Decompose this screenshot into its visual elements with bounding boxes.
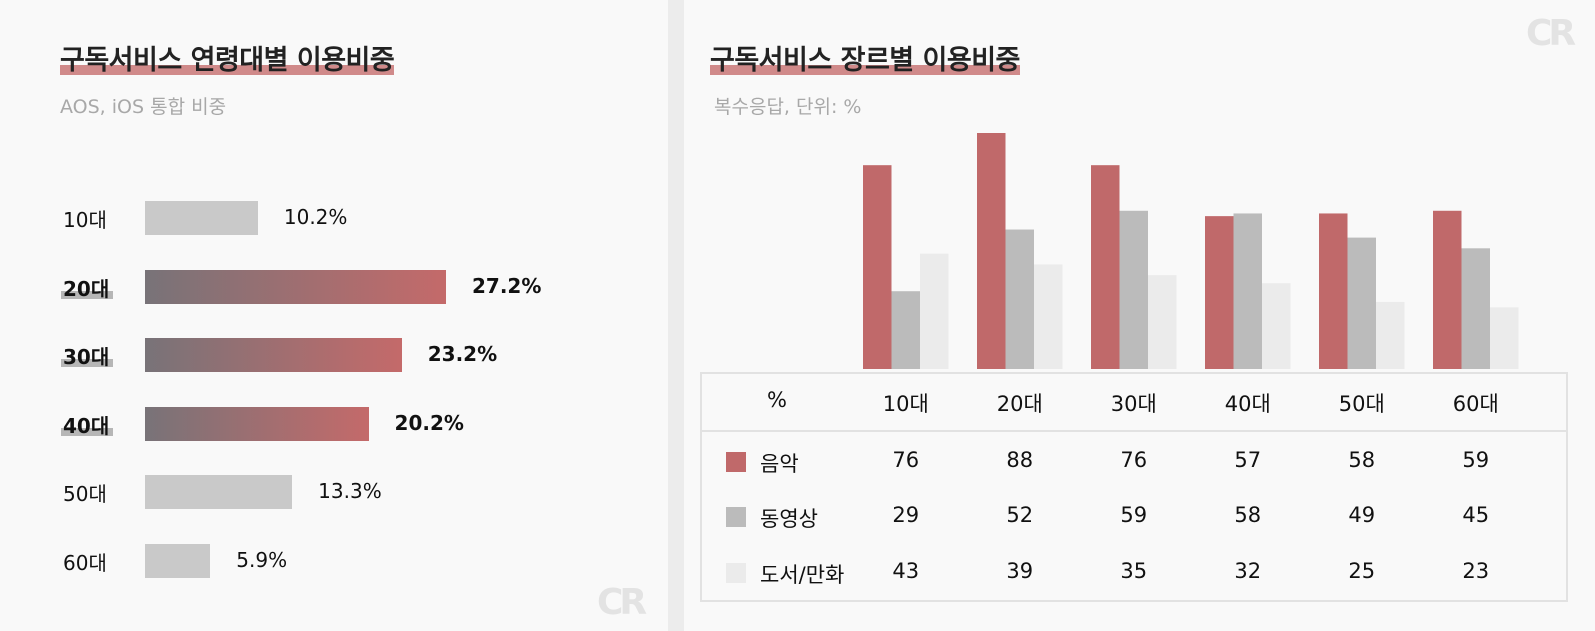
table-cell: 39 xyxy=(1006,559,1034,583)
left-chart-subtitle: AOS, iOS 통합 비중 xyxy=(60,96,227,118)
value-label: 5.9% xyxy=(236,547,288,572)
series-name: 도서/만화 xyxy=(760,563,845,587)
category-label: 30대 xyxy=(63,345,110,369)
bar-books xyxy=(1376,301,1405,369)
bar-books xyxy=(1148,275,1177,369)
table-cell: 35 xyxy=(1120,559,1148,583)
hbar xyxy=(145,475,293,509)
bar-books xyxy=(1490,307,1519,369)
table-header-row: % 10대 20대 30대 40대 50대 60대 xyxy=(702,374,1566,432)
table-column-header: 40대 xyxy=(1224,392,1271,416)
bar-music xyxy=(1433,210,1462,369)
left-chart-panel: 구독서비스 연령대별 이용비중 AOS, iOS 통합 비중 10대 10.2% 2… xyxy=(0,0,668,631)
table-column-header: 20대 xyxy=(996,392,1043,416)
hbar xyxy=(145,338,402,372)
series-name: 동영상 xyxy=(760,507,818,531)
hbar xyxy=(145,269,446,304)
category-label-underline xyxy=(61,427,113,436)
table-column-header: 60대 xyxy=(1452,392,1499,416)
table-cell: 43 xyxy=(892,559,920,583)
bar-books xyxy=(920,253,949,369)
left-chart-title: 구독서비스 연령대별 이용비중 xyxy=(60,45,395,76)
table-header-unit: % xyxy=(767,388,787,412)
bar-video xyxy=(891,291,920,369)
table-cell: 49 xyxy=(1348,503,1376,527)
value-label: 20.2% xyxy=(394,410,464,435)
hbar-row: 40대 20.2% xyxy=(0,406,668,441)
bar-music xyxy=(1205,216,1234,369)
right-chart-subtitle: 복수응답, 단위: % xyxy=(714,96,862,118)
bar-video xyxy=(1461,248,1490,369)
legend-swatch xyxy=(726,507,746,527)
category-label-underline xyxy=(61,359,113,367)
legend-swatch xyxy=(726,452,746,472)
right-chart-title: 구독서비스 장르별 이용비중 xyxy=(710,45,1020,76)
bar-music xyxy=(977,133,1006,369)
grouped-bar-chart xyxy=(863,133,1519,369)
table-cell: 59 xyxy=(1120,503,1148,527)
table-cell: 29 xyxy=(892,503,920,527)
table-cell: 52 xyxy=(1006,503,1034,527)
cr-logo-icon: CR xyxy=(597,582,647,623)
hbar-row: 30대 23.2% xyxy=(0,338,668,372)
table-row: 도서/만화 43 39 35 32 25 23 xyxy=(702,553,1566,593)
bar-music xyxy=(1091,165,1120,369)
category-label: 40대 xyxy=(63,413,110,438)
right-chart-panel: 구독서비스 장르별 이용비중 복수응답, 단위: % CR % 10대 20대 30… xyxy=(684,0,1595,631)
table-row: 동영상 29 52 59 58 49 45 xyxy=(702,497,1566,537)
title-underline xyxy=(710,65,1020,75)
table-column-header: 10대 xyxy=(882,392,929,416)
hbar xyxy=(145,543,211,578)
bar-music xyxy=(863,165,892,369)
bar-video xyxy=(1347,237,1376,369)
table-cell: 59 xyxy=(1462,448,1490,472)
hbar xyxy=(145,201,258,235)
right-title-wrap: 구독서비스 장르별 이용비중 xyxy=(710,38,1020,77)
bar-video xyxy=(1119,210,1148,369)
left-title-wrap: 구독서비스 연령대별 이용비중 xyxy=(60,38,395,77)
value-label: 10.2% xyxy=(283,205,348,229)
bar-music xyxy=(1319,213,1348,369)
bar-books xyxy=(1262,283,1291,369)
series-name: 음악 xyxy=(760,452,799,476)
table-cell: 32 xyxy=(1234,559,1262,583)
value-label: 23.2% xyxy=(427,342,498,366)
legend-swatch xyxy=(726,563,746,583)
table-cell: 58 xyxy=(1234,503,1262,527)
table-cell: 45 xyxy=(1462,503,1490,527)
value-label: 13.3% xyxy=(318,479,382,503)
category-label: 10대 xyxy=(63,208,107,232)
bar-books xyxy=(1034,264,1063,369)
table-row: 음악 76 88 76 57 58 59 xyxy=(702,442,1566,482)
table-cell: 76 xyxy=(892,448,920,472)
value-label: 27.2% xyxy=(472,273,542,298)
category-label: 60대 xyxy=(63,550,107,575)
table-cell: 76 xyxy=(1120,448,1148,472)
hbar-row: 60대 5.9% xyxy=(0,543,668,578)
bar-video xyxy=(1005,229,1034,369)
bar-video xyxy=(1233,213,1262,369)
table-cell: 57 xyxy=(1234,448,1262,472)
table-column-header: 30대 xyxy=(1110,392,1157,416)
table-cell: 58 xyxy=(1348,448,1376,472)
hbar xyxy=(145,406,369,441)
table-cell: 25 xyxy=(1348,559,1376,583)
category-label-underline xyxy=(61,290,113,299)
data-table: % 10대 20대 30대 40대 50대 60대 음악 76 88 76 57 58 59 동영상 29… xyxy=(700,372,1568,602)
hbar-row: 10대 10.2% xyxy=(0,201,668,235)
cr-logo-icon: CR xyxy=(1526,13,1576,54)
table-column-header: 50대 xyxy=(1338,392,1385,416)
hbar-row: 20대 27.2% xyxy=(0,269,668,304)
category-label: 20대 xyxy=(63,276,110,301)
table-cell: 88 xyxy=(1006,448,1034,472)
category-label: 50대 xyxy=(63,482,107,506)
table-cell: 23 xyxy=(1462,559,1490,583)
hbar-row: 50대 13.3% xyxy=(0,475,668,509)
title-underline xyxy=(60,65,395,75)
